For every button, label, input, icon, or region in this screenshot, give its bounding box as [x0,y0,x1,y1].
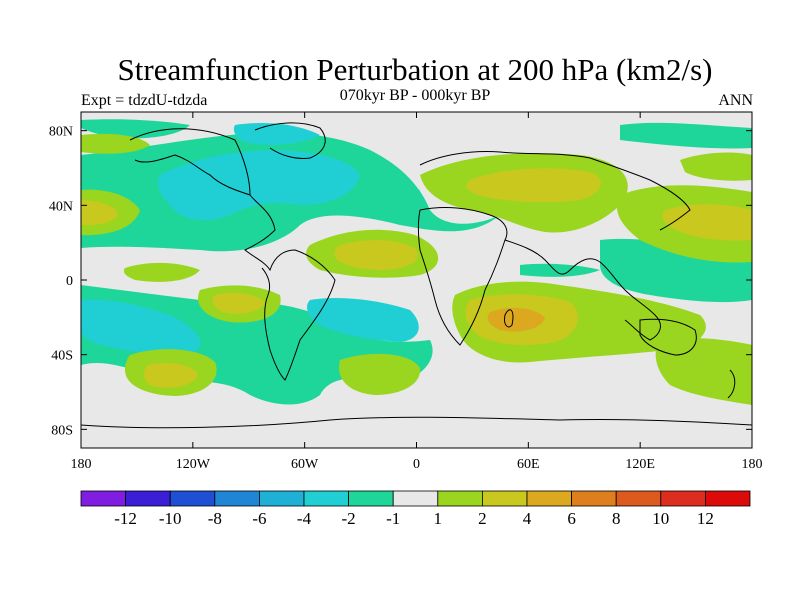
colorbar-label: -4 [297,509,312,528]
lon-tick-label: 180 [71,457,92,472]
colorbar-label: 8 [612,509,621,528]
colorbar-swatch [303,490,349,507]
colorbar-label: -2 [342,509,356,528]
lat-tick-label: 40N [49,199,73,214]
colorbar-swatch [437,490,483,507]
lat-tick-label: 40S [51,349,73,364]
experiment-label: Expt = tdzdU-tdzda [81,92,208,109]
negative-contours-2-4 [81,123,419,357]
colorbar-label: 6 [567,509,576,528]
colorbar-swatch [348,490,394,507]
plot-subtitle: 070kyr BP - 000kyr BP [339,87,491,104]
colorbar-label: -1 [386,509,400,528]
colorbar-label: 10 [652,509,669,528]
colorbar-swatch [571,490,617,507]
lat-tick-label: 80N [49,125,73,140]
colorbar-label: 4 [523,509,532,528]
colorbar-swatch [526,490,572,507]
lon-tick-label: 180 [742,457,763,472]
colorbar-swatch [214,490,260,507]
colorbar-label: -10 [159,509,182,528]
coastlines [81,122,752,429]
colorbar-label: -8 [208,509,222,528]
colorbar-label: 2 [478,509,487,528]
lat-tick-label: 80S [51,423,73,438]
colorbar-swatch [615,490,662,507]
lat-tick-label: 0 [66,274,73,289]
longitude-axis: 180 120W 60W 0 60E 120E 180 [71,112,763,472]
latitude-axis: 80N 40N 0 40S 80S [49,125,752,438]
lon-tick-label: 120E [625,457,655,472]
colorbar-label: -12 [114,509,137,528]
lon-tick-label: 120W [176,457,211,472]
lon-tick-label: 0 [413,457,420,472]
contour-field [81,112,752,448]
colorbar-swatch [169,490,216,507]
colorbar: -12 -10 -8 -6 -4 -2 -1 1 2 4 6 8 10 12 [80,490,751,528]
season-label: ANN [718,92,753,109]
lon-tick-label: 60E [517,457,540,472]
colorbar-label: 12 [697,509,714,528]
positive-contours-2-4 [81,168,752,388]
colorbar-swatch [660,490,706,507]
colorbar-swatch [481,490,528,507]
plot-title: Streamfunction Perturbation at 200 hPa (… [117,52,713,87]
positive-contours-4-6 [487,307,545,332]
colorbar-swatch [258,490,305,507]
colorbar-label: 1 [434,509,443,528]
colorbar-label: -6 [252,509,266,528]
colorbar-swatch [80,490,126,507]
colorbar-swatch [392,490,439,507]
colorbar-swatch [125,490,171,507]
lon-tick-label: 60W [291,457,319,472]
colorbar-swatch [705,490,751,507]
